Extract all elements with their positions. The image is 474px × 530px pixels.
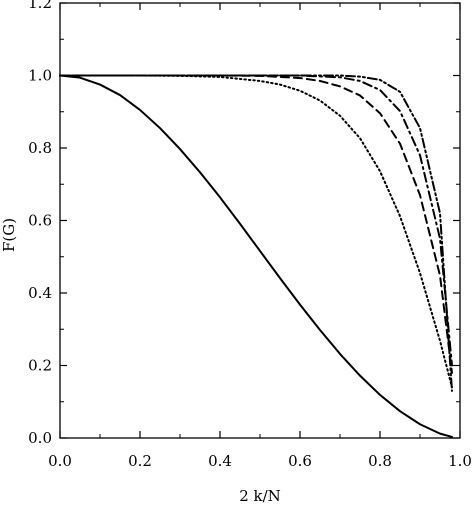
series-line-dash-dot (59, 74, 453, 367)
series-line-dashed (59, 74, 453, 374)
y-axis-label: F(G) (0, 218, 18, 252)
series-line-dotted (59, 74, 453, 389)
series-line-solid (59, 74, 453, 438)
x-tick-label: 0.8 (368, 452, 392, 470)
series-group (59, 74, 453, 438)
x-tick-label: 0.0 (48, 452, 72, 470)
y-tick-label: 0.4 (28, 284, 52, 302)
y-tick-label: 0.0 (28, 429, 52, 447)
x-tick-label: 1.0 (448, 452, 472, 470)
y-tick-label: 0.8 (28, 139, 52, 157)
x-tick-label: 0.6 (288, 452, 312, 470)
series-line-dash-dot-dot (59, 74, 453, 392)
y-tick-label: 1.2 (28, 0, 52, 12)
axis-ticks: 0.0 0.2 0.4 0.6 0.8 1.0 0.0 0.2 0.4 0.6 0.8 1.0 1.2 (28, 0, 472, 470)
y-tick-label: 0.6 (28, 212, 52, 230)
plot-frame (59, 2, 461, 439)
x-axis-label: 2 k/N (239, 487, 281, 505)
y-tick-label: 1.0 (28, 67, 52, 85)
y-tick-label: 0.2 (28, 357, 52, 375)
x-tick-label: 0.2 (128, 452, 152, 470)
x-tick-label: 0.4 (208, 452, 232, 470)
